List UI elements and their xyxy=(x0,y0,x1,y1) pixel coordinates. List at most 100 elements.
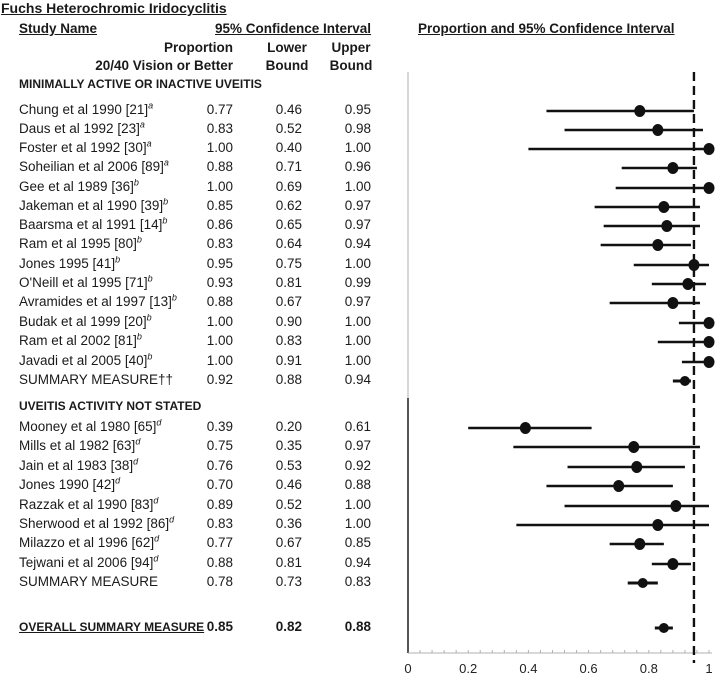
footnote-marker: b xyxy=(115,254,121,265)
study-name: Mills et al 1982 [63]d xyxy=(19,437,140,453)
summary-point xyxy=(658,623,669,633)
overall-upper-bound: 0.88 xyxy=(344,619,371,634)
lower-bound-value: 0.67 xyxy=(275,294,302,309)
study-name-text: Tejwani et al 2006 [94] xyxy=(19,555,154,570)
summary-label: SUMMARY MEASURE xyxy=(19,574,159,589)
group-label: MINIMALLY ACTIVE OR INACTIVE UVEITIS xyxy=(19,77,262,91)
header-upper-line1: Upper xyxy=(331,40,371,55)
upper-bound-value: 1.00 xyxy=(344,140,371,155)
proportion-value: 0.83 xyxy=(206,236,233,251)
study-name-text: Jakeman et al 1990 [39] xyxy=(19,198,164,213)
footnote-marker: d xyxy=(153,495,159,506)
proportion-value: 1.00 xyxy=(206,353,233,368)
header-proportion-line2: 20/40 Vision or Better xyxy=(95,58,233,73)
lower-bound-value: 0.36 xyxy=(275,516,302,531)
lower-bound-value: 0.81 xyxy=(275,275,302,290)
x-tick-label: 0 xyxy=(404,661,411,676)
upper-bound-value: 0.92 xyxy=(344,458,371,473)
study-name-text: Ram et al 1995 [80] xyxy=(19,236,137,251)
proportion-value: 0.70 xyxy=(206,477,233,492)
footnote-marker: b xyxy=(147,351,153,362)
header-lower-line1: Lower xyxy=(267,40,307,55)
upper-bound-value: 0.61 xyxy=(344,419,371,434)
summary-upper-bound: 0.94 xyxy=(344,372,371,387)
x-tick-label: 0.8 xyxy=(640,661,658,676)
upper-bound-value: 0.97 xyxy=(344,198,371,213)
lower-bound-value: 0.64 xyxy=(275,236,302,251)
point-estimate xyxy=(661,220,673,232)
study-name-text: Gee et al 1989 [36] xyxy=(19,179,134,194)
footnote-marker: b xyxy=(146,312,152,323)
footnote-marker: d xyxy=(154,533,160,544)
proportion-value: 0.75 xyxy=(206,438,233,453)
figure-title: Fuchs Heterochromic Iridocyclitis xyxy=(1,0,227,16)
proportion-value: 0.89 xyxy=(206,497,233,512)
proportion-value: 0.77 xyxy=(206,102,233,117)
point-estimate xyxy=(652,124,664,136)
point-estimate xyxy=(667,162,679,174)
upper-bound-value: 0.97 xyxy=(344,294,371,309)
point-estimate xyxy=(670,500,682,512)
footnote-marker: a xyxy=(146,138,152,149)
study-name-text: Mills et al 1982 [63] xyxy=(19,438,136,453)
point-estimate xyxy=(634,538,646,550)
proportion-value: 0.77 xyxy=(206,535,233,550)
upper-bound-value: 1.00 xyxy=(344,179,371,194)
upper-bound-value: 0.94 xyxy=(344,236,371,251)
lower-bound-value: 0.35 xyxy=(275,438,302,453)
footnote-marker: b xyxy=(163,196,169,207)
study-name: Soheilian et al 2006 [89]a xyxy=(19,158,169,174)
proportion-value: 0.93 xyxy=(206,275,233,290)
summary-proportion: 0.92 xyxy=(206,372,233,387)
lower-bound-value: 0.46 xyxy=(275,477,302,492)
upper-bound-value: 0.88 xyxy=(344,477,371,492)
upper-bound-value: 0.94 xyxy=(344,555,371,570)
summary-lower-bound: 0.73 xyxy=(275,574,302,589)
study-name-text: Baarsma et al 1991 [14] xyxy=(19,217,163,232)
study-name: Mooney et al 1980 [65]d xyxy=(19,418,161,434)
x-tick-label: 0.4 xyxy=(519,661,537,676)
footnote-marker: d xyxy=(169,514,175,525)
footnote-marker: a xyxy=(148,100,154,111)
upper-bound-value: 1.00 xyxy=(344,333,371,348)
proportion-value: 0.83 xyxy=(206,121,233,136)
study-name: Chung et al 1990 [21]a xyxy=(19,100,154,117)
lower-bound-value: 0.90 xyxy=(275,314,302,329)
proportion-value: 0.83 xyxy=(206,516,233,531)
study-name: Razzak et al 1990 [83]d xyxy=(19,495,159,512)
overall-lower-bound: 0.82 xyxy=(275,619,302,634)
overall-proportion: 0.85 xyxy=(206,619,233,634)
study-name: O'Neill et al 1995 [71]b xyxy=(19,274,153,290)
lower-bound-value: 0.53 xyxy=(275,458,302,473)
footnote-marker: d xyxy=(153,553,159,564)
upper-bound-value: 1.00 xyxy=(344,256,371,271)
study-name-text: Chung et al 1990 [21] xyxy=(19,102,149,117)
proportion-value: 0.39 xyxy=(206,419,233,434)
point-estimate xyxy=(628,441,640,453)
study-name: Javadi et al 2005 [40]b xyxy=(19,351,153,368)
point-estimate xyxy=(519,422,531,434)
lower-bound-value: 0.71 xyxy=(275,159,302,174)
summary-point xyxy=(679,376,690,386)
lower-bound-value: 0.52 xyxy=(275,121,302,136)
upper-bound-value: 0.85 xyxy=(344,535,371,550)
point-estimate xyxy=(667,558,679,570)
proportion-value: 1.00 xyxy=(206,314,233,329)
study-name: Jones 1990 [42]d xyxy=(19,476,120,492)
lower-bound-value: 0.20 xyxy=(275,419,302,434)
header-lower-line2: Bound xyxy=(265,58,309,73)
study-name: Jones 1995 [41]b xyxy=(19,254,121,271)
study-name-text: Foster et al 1992 [30] xyxy=(19,140,147,155)
point-estimate xyxy=(631,461,643,473)
footnote-marker: b xyxy=(162,215,168,226)
study-name-text: Avramides et al 1997 [13] xyxy=(19,294,172,309)
proportion-value: 0.86 xyxy=(206,217,233,232)
study-name-text: Soheilian et al 2006 [89] xyxy=(19,159,164,174)
summary-upper-bound: 0.83 xyxy=(344,574,371,589)
study-name-text: Ram et al 2002 [81] xyxy=(19,333,137,348)
upper-bound-value: 1.00 xyxy=(344,353,371,368)
proportion-value: 0.76 xyxy=(206,458,233,473)
plot-title: Proportion and 95% Confidence Interval xyxy=(418,21,675,36)
study-name: Avramides et al 1997 [13]b xyxy=(19,293,177,309)
proportion-value: 1.00 xyxy=(206,179,233,194)
